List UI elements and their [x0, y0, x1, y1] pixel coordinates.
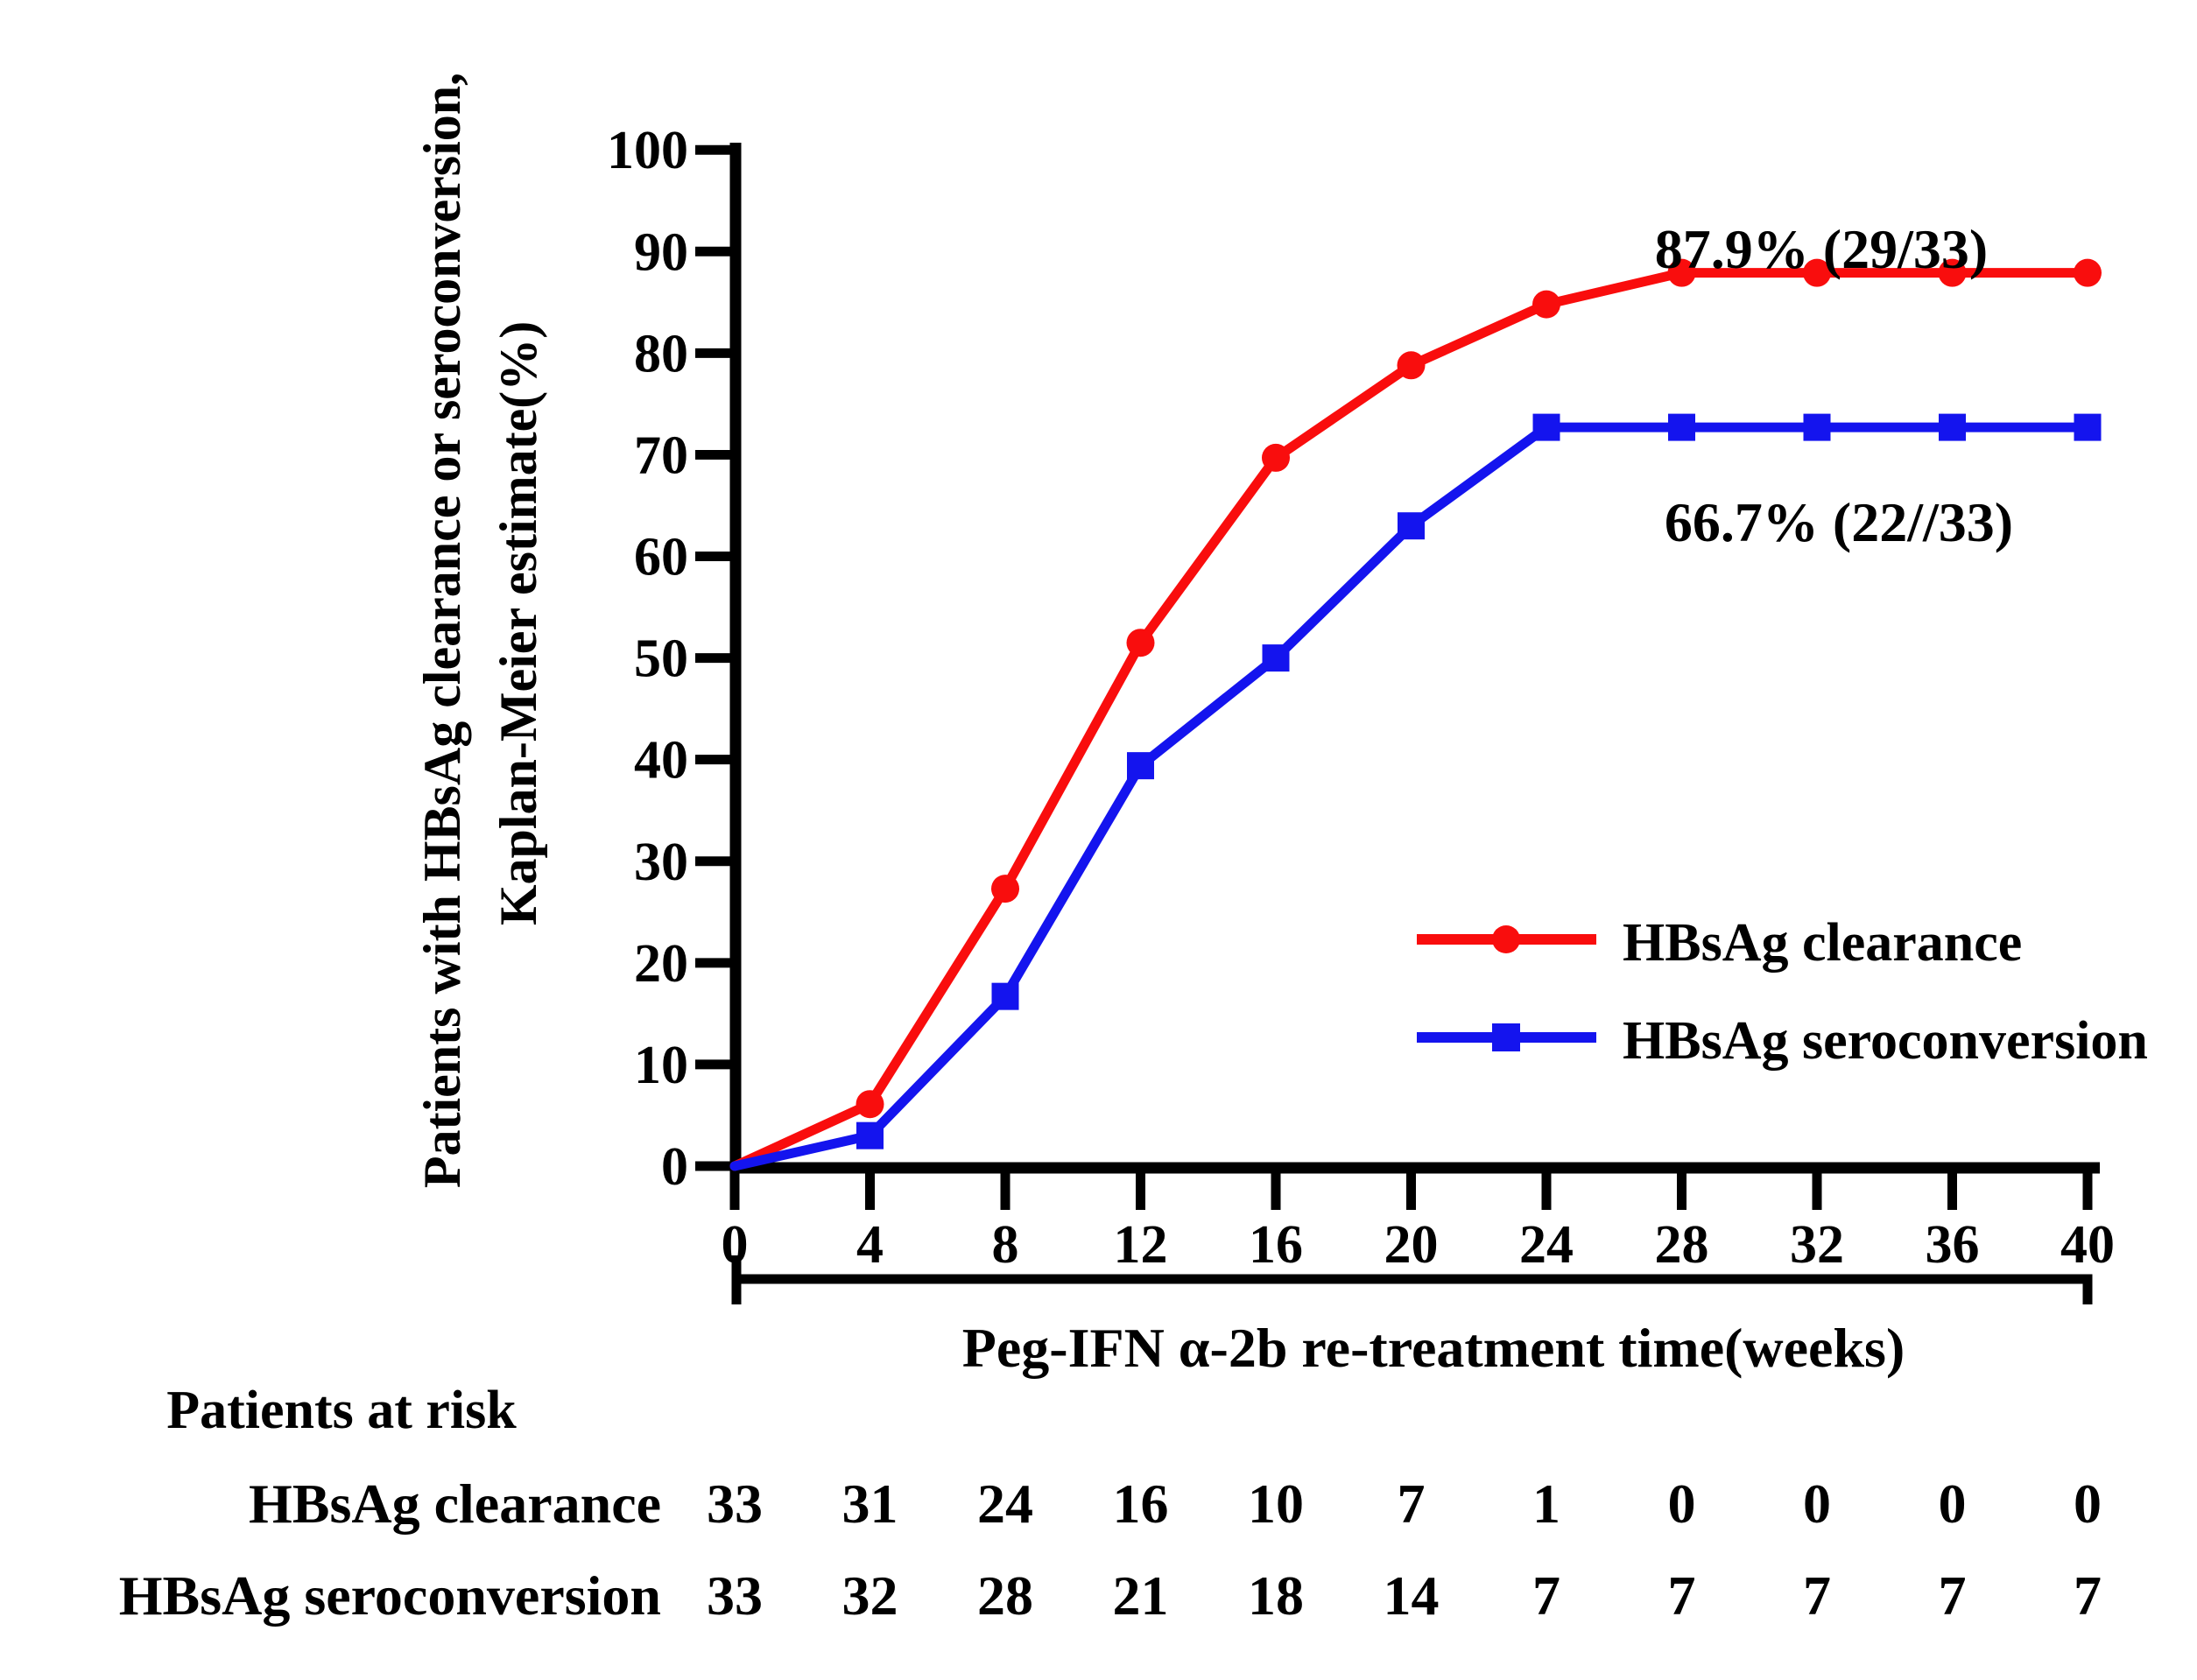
data-point-square: [1803, 413, 1831, 441]
at-risk-value: 31: [841, 1473, 898, 1535]
at-risk-value: 18: [1248, 1564, 1304, 1627]
data-point-circle: [856, 1090, 884, 1119]
at-risk-value: 7: [1667, 1564, 1696, 1627]
data-point-circle: [1262, 443, 1290, 472]
x-tick-label: 32: [1790, 1215, 1844, 1275]
y-axis-title-line1: Patients with HBsAg clearance or serocon…: [413, 72, 471, 1189]
at-risk-row-label-clearance: HBsAg clearance: [249, 1473, 661, 1535]
y-tick-label: 0: [661, 1137, 688, 1197]
annotation-clearance: 87.9% (29/33): [1654, 218, 1989, 280]
at-risk-value: 10: [1248, 1473, 1304, 1535]
at-risk-value: 24: [977, 1473, 1033, 1535]
y-tick-label: 70: [634, 425, 688, 485]
at-risk-value: 21: [1112, 1564, 1169, 1627]
at-risk-value: 33: [707, 1564, 763, 1627]
data-point-square: [856, 1121, 884, 1149]
y-tick-label: 20: [634, 934, 688, 994]
y-tick-label: 60: [634, 528, 688, 587]
at-risk-value: 14: [1383, 1564, 1440, 1627]
at-risk-value: 7: [1938, 1564, 1967, 1627]
y-tick-label: 80: [634, 324, 688, 383]
data-point-circle: [1803, 258, 1831, 287]
at-risk-value: 0: [2074, 1473, 2102, 1535]
data-point-circle: [1126, 629, 1155, 657]
data-point-square: [1939, 413, 1966, 441]
y-tick-label: 90: [634, 222, 688, 282]
data-point-square: [1262, 644, 1290, 672]
x-tick-label: 36: [1926, 1215, 1980, 1275]
at-risk-value: 0: [1938, 1473, 1967, 1535]
data-point-circle: [991, 875, 1019, 903]
data-point-circle: [1667, 258, 1696, 287]
x-tick-label: 28: [1655, 1215, 1709, 1275]
x-tick-label: 20: [1384, 1215, 1439, 1275]
x-tick-label: 40: [2060, 1215, 2115, 1275]
data-point-circle: [2074, 258, 2102, 287]
data-point-square: [1532, 413, 1560, 441]
x-tick-label: 4: [856, 1215, 884, 1275]
legend-square-marker-icon: [1492, 1023, 1520, 1051]
annotation-seroconversion: 66.7% (22//33): [1664, 491, 2014, 553]
data-point-square: [1668, 413, 1695, 441]
y-tick-label: 40: [634, 731, 688, 791]
at-risk-value: 28: [977, 1564, 1033, 1627]
legend-label-seroconversion: HBsAg seroconversion: [1623, 1011, 2148, 1071]
at-risk-value: 1: [1532, 1473, 1560, 1535]
x-tick-label: 12: [1114, 1215, 1168, 1275]
x-axis-title: Peg-IFN α-2b re-treatment time(weeks): [961, 1317, 1905, 1379]
at-risk-value: 32: [841, 1564, 898, 1627]
legend-circle-marker-icon: [1492, 925, 1520, 953]
y-tick-label: 30: [634, 833, 688, 892]
y-tick-label: 10: [634, 1036, 688, 1095]
x-tick-label: 24: [1519, 1215, 1574, 1275]
y-tick-label: 100: [607, 121, 688, 180]
at-risk-value: 7: [1397, 1473, 1426, 1535]
y-tick-label: 50: [634, 629, 688, 689]
at-risk-value: 16: [1112, 1473, 1169, 1535]
data-point-square: [991, 982, 1019, 1010]
at-risk-value: 7: [2074, 1564, 2102, 1627]
at-risk-row-label-seroconversion: HBsAg seroconversion: [118, 1564, 661, 1627]
x-tick-label: 8: [992, 1215, 1019, 1275]
data-point-circle: [1397, 351, 1426, 380]
at-risk-value: 7: [1803, 1564, 1831, 1627]
data-point-square: [2074, 413, 2102, 441]
x-axis-bracket: [731, 1255, 2093, 1304]
x-tick-label: 16: [1249, 1215, 1303, 1275]
at-risk-title: Patients at risk: [166, 1381, 517, 1440]
data-point-square: [1398, 512, 1425, 540]
at-risk-value: 7: [1532, 1564, 1560, 1627]
data-point-square: [1127, 752, 1154, 780]
at-risk-value: 0: [1667, 1473, 1696, 1535]
y-axis-title-line2: Kaplan-Meier estimate(%): [489, 320, 547, 926]
at-risk-value: 33: [707, 1473, 763, 1535]
data-point-circle: [1938, 258, 1967, 287]
legend-label-clearance: HBsAg clearance: [1623, 913, 2023, 973]
at-risk-value: 0: [1803, 1473, 1831, 1535]
data-point-circle: [1532, 290, 1560, 319]
